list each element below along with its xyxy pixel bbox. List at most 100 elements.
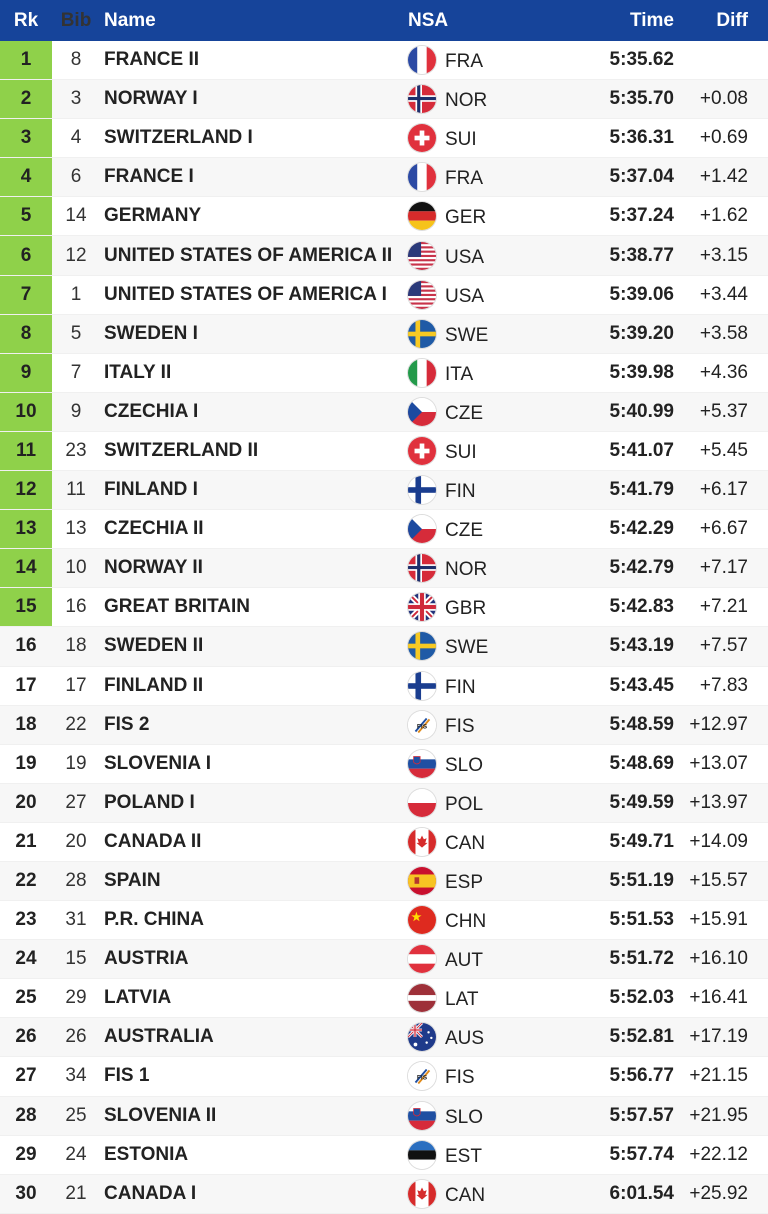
bib-cell: 29 [65,987,87,1009]
table-row[interactable]: 22 28 SPAIN ESP 5:51.19 +15.57 [0,861,768,902]
table-row[interactable]: 24 15 AUSTRIA AUT 5:51.72 +16.10 [0,940,768,980]
time-cell: 5:49.59 [609,791,674,813]
table-row[interactable]: 20 27 POLAND I POL 5:49.59 +13.97 [0,783,768,823]
team-name-link[interactable]: ESTONIA [104,1143,189,1165]
team-name-link[interactable]: NORWAY II [104,557,203,579]
table-row[interactable]: 6 12 UNITED STATES OF AMERICA II USA 5:38.77… [0,236,768,276]
team-name-link[interactable]: POLAND I [104,791,195,813]
team-name-link[interactable]: LATVIA [104,987,172,1009]
slovenia-flag-icon [408,749,436,778]
nsa-cell: SWE [404,319,594,348]
table-row[interactable]: 21 20 CANADA II CAN 5:49.71 +14.09 [0,822,768,862]
diff-cell: +3.58 [699,322,748,344]
nsa-cell: FIS FIS [404,710,594,739]
table-row[interactable]: 2 3 NORWAY I NOR 5:35.70 +0.08 [0,80,768,120]
nsa-cell: SLO [404,749,594,778]
table-row[interactable]: 9 7 ITALY II ITA 5:39.98 +4.36 [0,353,768,393]
diff-cell: +0.69 [699,127,748,149]
table-row[interactable]: 19 19 SLOVENIA I SLO 5:48.69 +13.07 [0,744,768,784]
team-name-link[interactable]: FINLAND I [104,479,198,501]
rank-cell: 9 [0,353,52,392]
team-name-link[interactable]: FRANCE I [104,166,194,188]
table-row[interactable]: 10 9 CZECHIA I CZE 5:40.99 +5.37 [0,392,768,432]
table-row[interactable]: 29 24 ESTONIA EST 5:57.74 +22.12 [0,1135,768,1175]
nsa-code: EST [445,1145,482,1167]
team-name-link[interactable]: SWEDEN II [104,635,204,657]
bib-cell: 31 [65,909,87,931]
header-rank[interactable]: Rk [0,0,52,41]
team-name-link[interactable]: CANADA II [104,830,202,852]
table-row[interactable]: 16 18 SWEDEN II SWE 5:43.19 +7.57 [0,627,768,667]
table-row[interactable]: 26 26 AUSTRALIA AUS 5:52.81 +17.19 [0,1018,768,1058]
nsa-code: FRA [445,168,483,190]
bib-cell: 19 [65,752,87,774]
team-name-link[interactable]: GERMANY [104,205,202,227]
team-name-link[interactable]: ITALY II [104,361,172,383]
header-bib[interactable]: Bib [60,9,92,31]
bib-cell: 17 [65,674,87,696]
time-cell: 5:48.59 [609,713,674,735]
bib-cell: 27 [65,791,87,813]
table-row[interactable]: 27 34 FIS 1 FIS FIS 5:56.77 +21.15 [0,1057,768,1097]
team-name-link[interactable]: GREAT BRITAIN [104,596,251,618]
table-row[interactable]: 13 13 CZECHIA II CZE 5:42.29 +6.67 [0,510,768,550]
team-name-link[interactable]: CANADA I [104,1182,197,1204]
time-cell: 5:42.29 [609,518,674,540]
team-name-link[interactable]: FINLAND II [104,674,204,696]
nsa-code: ITA [445,363,474,385]
table-row[interactable]: 1 8 FRANCE II FRA 5:35.62 [0,41,768,81]
nsa-code: FIS [445,1067,475,1089]
team-name-link[interactable]: CZECHIA II [104,518,204,540]
header-name[interactable]: Name [104,9,156,31]
team-name-link[interactable]: AUSTRALIA [104,1026,214,1048]
table-row[interactable]: 17 17 FINLAND II FIN 5:43.45 +7.83 [0,666,768,706]
time-cell: 5:43.45 [609,674,674,696]
team-name-link[interactable]: UNITED STATES OF AMERICA II [104,244,393,266]
rank-cell: 7 [0,275,52,314]
nsa-cell: CAN [404,827,594,856]
table-row[interactable]: 5 14 GERMANY GER 5:37.24 +1.62 [0,197,768,237]
bib-cell: 5 [70,322,82,344]
bib-cell: 9 [70,400,82,422]
team-name-link[interactable]: NORWAY I [104,88,198,110]
table-row[interactable]: 4 6 FRANCE I FRA 5:37.04 +1.42 [0,158,768,198]
team-name-link[interactable]: SPAIN [104,870,161,892]
team-name-link[interactable]: SWITZERLAND I [104,127,253,149]
team-name-link[interactable]: SLOVENIA II [104,1104,217,1126]
team-name-link[interactable]: SLOVENIA I [104,752,211,774]
table-row[interactable]: 14 10 NORWAY II NOR 5:42.79 +7.17 [0,549,768,589]
canada-flag-icon [408,827,436,856]
diff-cell: +3.44 [699,283,748,305]
header-nsa[interactable]: NSA [408,9,449,31]
time-cell: 5:51.72 [609,948,674,970]
team-name-link[interactable]: FRANCE II [104,49,199,71]
team-name-link[interactable]: P.R. CHINA [104,909,204,931]
team-name-link[interactable]: SWITZERLAND II [104,439,259,461]
table-row[interactable]: 23 31 P.R. CHINA CHN 5:51.53 +15.91 [0,901,768,941]
team-name-link[interactable]: SWEDEN I [104,322,198,344]
table-row[interactable]: 28 25 SLOVENIA II SLO 5:57.57 +21.95 [0,1096,768,1136]
bib-cell: 28 [65,870,87,892]
table-row[interactable]: 8 5 SWEDEN I SWE 5:39.20 +3.58 [0,314,768,354]
diff-cell: +15.91 [689,909,748,931]
team-name-link[interactable]: UNITED STATES OF AMERICA I [104,283,387,305]
table-row[interactable]: 12 11 FINLAND I FIN 5:41.79 +6.17 [0,471,768,511]
team-name-link[interactable]: FIS 1 [104,1065,150,1087]
table-row[interactable]: 11 23 SWITZERLAND II SUI 5:41.07 +5.45 [0,431,768,472]
team-name-link[interactable]: CZECHIA I [104,400,199,422]
table-row[interactable]: 30 21 CANADA I CAN 6:01.54 +25.92 [0,1174,768,1214]
finland-flag-icon [408,671,436,700]
header-time[interactable]: Time [629,9,674,31]
time-cell: 5:39.06 [609,283,674,305]
header-diff[interactable]: Diff [716,9,748,31]
table-row[interactable]: 25 29 LATVIA LAT 5:52.03 +16.41 [0,979,768,1019]
table-row[interactable]: 3 4 SWITZERLAND I SUI 5:36.31 +0.69 [0,119,768,159]
team-name-link[interactable]: AUSTRIA [104,948,189,970]
table-row[interactable]: 7 1 UNITED STATES OF AMERICA I USA 5:39.06 +3… [0,275,768,315]
table-row[interactable]: 18 22 FIS 2 FIS FIS 5:48.59 +12.97 [0,705,768,745]
team-name-link[interactable]: FIS 2 [104,713,150,735]
nsa-code: NOR [445,90,488,112]
diff-cell: +7.57 [699,635,748,657]
table-row[interactable]: 15 16 GREAT BRITAIN GBR 5:42.83 +7.21 [0,588,768,628]
nsa-code: USA [445,246,485,268]
